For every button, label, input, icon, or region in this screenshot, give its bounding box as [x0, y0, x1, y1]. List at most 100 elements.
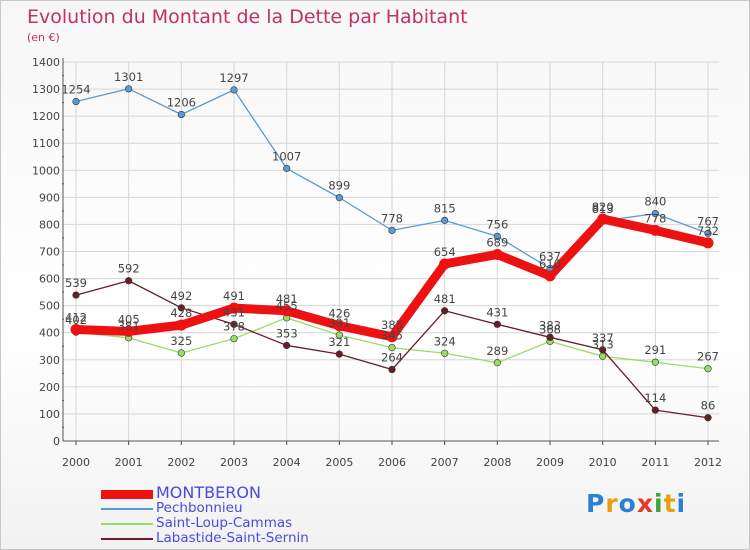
data-point — [283, 164, 291, 172]
x-tick-label: 2009 — [536, 456, 564, 469]
x-tick-label: 2001 — [115, 456, 143, 469]
data-label: 815 — [434, 201, 456, 215]
y-tick-label: 1400 — [32, 56, 60, 69]
grid — [63, 61, 719, 441]
logo-letter: r — [605, 489, 619, 518]
data-point — [335, 331, 343, 339]
y-tick-label: 600 — [39, 273, 60, 286]
data-label: 412 — [65, 310, 87, 324]
x-tick-label: 2002 — [167, 456, 195, 469]
data-label: 325 — [170, 334, 192, 348]
data-label: 385 — [381, 318, 403, 332]
data-point — [649, 224, 661, 236]
data-point — [230, 320, 238, 328]
data-label: 778 — [644, 211, 666, 225]
data-point — [702, 237, 714, 249]
data-label: 654 — [434, 245, 456, 259]
data-point — [230, 86, 238, 94]
x-tick-label: 2003 — [220, 456, 248, 469]
data-point — [546, 333, 554, 341]
legend-label: MONTBERON — [156, 483, 261, 502]
legend-swatch — [101, 489, 153, 499]
x-tick-label: 2008 — [483, 456, 511, 469]
data-point — [335, 194, 343, 202]
data-label: 1297 — [219, 71, 248, 85]
logo-letter: i — [654, 489, 664, 518]
x-tick-label: 2010 — [589, 456, 617, 469]
logo-letter: x — [636, 489, 654, 518]
y-tick-label: 300 — [39, 354, 60, 367]
data-label: 778 — [381, 211, 403, 225]
data-label: 267 — [697, 350, 719, 364]
y-tick-label: 700 — [39, 246, 60, 259]
y-tick-label: 900 — [39, 191, 60, 204]
x-tick-label: 2006 — [378, 456, 406, 469]
data-point — [441, 307, 449, 315]
data-label: 426 — [328, 307, 350, 321]
data-point — [72, 97, 80, 106]
data-labels: 1254 1301 1206 1297 1007 899 778 815 756 637 813 84… — [61, 70, 719, 413]
legend-label: Labastide-Saint-Sernin — [156, 530, 309, 546]
data-point — [333, 320, 345, 332]
x-tick-label: 2011 — [641, 456, 669, 469]
data-label: 431 — [223, 305, 245, 319]
data-point — [441, 349, 449, 357]
x-tick-label: 2005 — [325, 456, 353, 469]
line-chart: 0 100 200 300 400 500 600 700 800 900 1000 1100 1200… — [32, 56, 722, 469]
data-label: 840 — [644, 195, 666, 209]
data-point — [704, 229, 712, 237]
data-point — [388, 344, 396, 352]
data-label: 313 — [592, 337, 614, 351]
legend-swatch — [101, 508, 153, 510]
data-point — [281, 305, 293, 317]
x-tick-label: 2004 — [273, 456, 301, 469]
data-label: 610 — [539, 257, 561, 271]
data-label: 1254 — [61, 83, 90, 97]
data-point — [493, 320, 501, 328]
data-label: 592 — [118, 262, 140, 276]
data-label: 428 — [170, 306, 192, 320]
data-point — [544, 270, 556, 282]
data-label: 637 — [539, 250, 561, 264]
data-point — [493, 359, 501, 367]
axes: 0 100 200 300 400 500 600 700 800 900 1000 1100 1200… — [32, 56, 722, 469]
data-label: 378 — [223, 320, 245, 334]
data-point — [651, 406, 659, 414]
legend-label: Saint-Loup-Cammas — [156, 515, 293, 531]
data-label: 732 — [697, 224, 719, 238]
data-point — [335, 350, 343, 358]
data-label: 264 — [381, 351, 403, 365]
data-label: 337 — [592, 331, 614, 345]
data-label: 289 — [486, 344, 508, 358]
data-point — [70, 323, 82, 335]
data-label: 481 — [276, 292, 298, 306]
data-point — [491, 248, 503, 260]
data-label: 689 — [486, 235, 508, 249]
data-label: 481 — [434, 292, 456, 306]
unit-label: (en €) — [27, 31, 60, 44]
data-point — [599, 346, 607, 354]
legend-swatch — [101, 538, 153, 540]
data-point — [175, 319, 187, 331]
data-point — [123, 325, 135, 337]
data-point — [125, 277, 133, 285]
data-point — [388, 226, 396, 234]
data-point — [125, 85, 133, 93]
data-label: 431 — [486, 305, 508, 319]
logo-letter: i — [676, 489, 687, 518]
proxiti-logo: Proxiti — [586, 489, 686, 518]
data-label: 402 — [65, 313, 87, 327]
data-label: 820 — [592, 200, 614, 214]
data-label: 86 — [701, 399, 716, 413]
data-point — [651, 358, 659, 366]
data-label: 291 — [644, 343, 666, 357]
y-tick-label: 1000 — [32, 164, 60, 177]
data-point — [493, 232, 501, 240]
data-point — [230, 335, 238, 343]
data-label: 1206 — [167, 96, 196, 110]
data-point — [651, 210, 659, 218]
data-label: 321 — [328, 335, 350, 349]
data-label: 405 — [118, 312, 140, 326]
data-point — [228, 302, 240, 314]
x-tick-label: 2000 — [62, 456, 90, 469]
